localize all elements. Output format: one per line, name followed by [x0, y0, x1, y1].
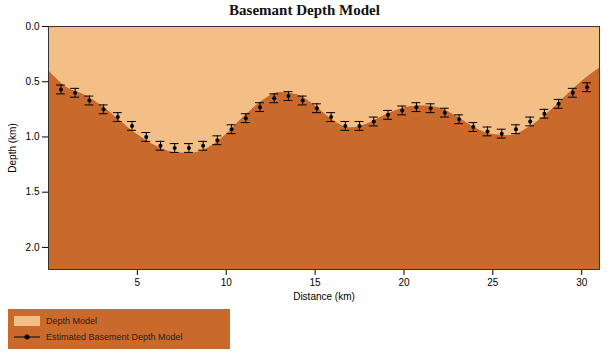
svg-text:5: 5	[135, 277, 141, 288]
html-text:Estimated Basement Depth Model: Estimated Basement Depth Model	[46, 332, 183, 342]
svg-text:10: 10	[221, 277, 233, 288]
svg-text:30: 30	[576, 277, 588, 288]
svg-text:15: 15	[310, 277, 322, 288]
html-text:Depth Model: Depth Model	[46, 316, 97, 326]
svg-text:Distance (km): Distance (km)	[293, 291, 355, 302]
svg-text:25: 25	[487, 277, 499, 288]
svg-text:Depth (km): Depth (km)	[7, 123, 18, 172]
svg-text:0.0: 0.0	[26, 21, 40, 32]
svg-text:1.5: 1.5	[26, 186, 40, 197]
svg-text:20: 20	[398, 277, 410, 288]
svg-text:0.5: 0.5	[26, 76, 40, 87]
svg-text:2.0: 2.0	[26, 242, 40, 253]
html-text:Basemant Depth Model: Basemant Depth Model	[229, 2, 380, 18]
svg-text:1.0: 1.0	[26, 131, 40, 142]
